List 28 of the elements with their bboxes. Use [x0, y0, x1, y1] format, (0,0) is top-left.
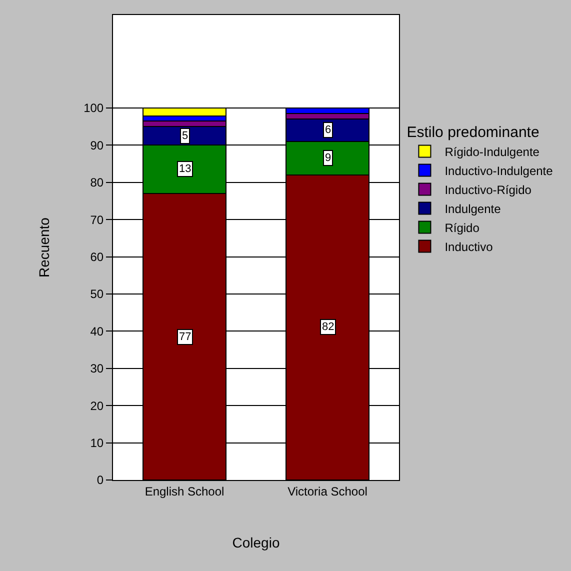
data-label: 13: [179, 163, 192, 175]
y-tick-label: 30: [90, 362, 104, 376]
legend-label: Rígido-Indulgente: [444, 144, 540, 159]
legend-label: Inductivo: [444, 240, 494, 254]
y-tick-label: 70: [90, 212, 104, 227]
y-tick-label: 100: [84, 101, 104, 116]
y-tick-label: 0: [96, 473, 104, 488]
data-label: 6: [325, 124, 332, 136]
legend-label: Inductivo-Indulgente: [444, 164, 554, 178]
x-tick-label: English School: [144, 484, 224, 498]
y-tick-label: 90: [90, 138, 104, 152]
legend-label: Rígido: [444, 220, 480, 235]
y-tick-label: 10: [90, 436, 104, 450]
x-tick-label: Victoria School: [288, 484, 368, 498]
y-tick-label: 20: [90, 398, 104, 413]
legend-label: Indulgente: [444, 202, 502, 216]
y-tick-label: 50: [90, 287, 104, 302]
legend-title: Estilo predominante: [406, 124, 540, 141]
y-tick-label: 60: [90, 250, 104, 264]
y-tick-label: 80: [90, 176, 104, 190]
legend-label: Inductivo-Rígido: [444, 182, 532, 197]
data-label: 5: [182, 130, 188, 142]
data-label: 9: [325, 152, 332, 164]
x-axis-title: Colegio: [232, 534, 280, 551]
data-label: 77: [179, 331, 192, 343]
y-axis-title: Recuento: [36, 217, 52, 278]
data-label: 82: [322, 321, 334, 333]
y-tick-label: 40: [90, 324, 104, 338]
